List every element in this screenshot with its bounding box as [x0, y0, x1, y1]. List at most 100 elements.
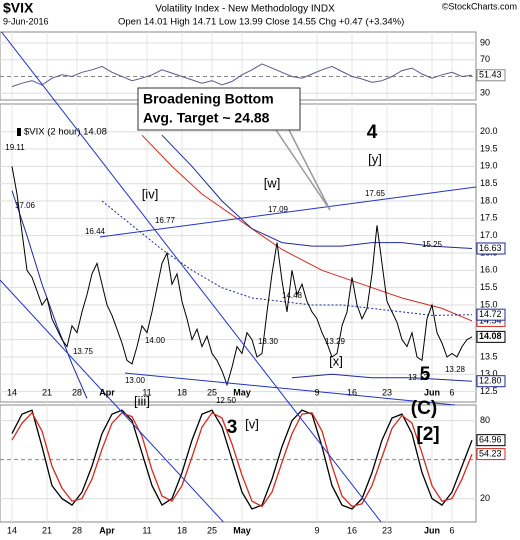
- price-label: 19.11: [5, 143, 25, 152]
- pointer: [287, 127, 331, 211]
- price-label: 16.44: [85, 227, 106, 236]
- y-tick-label: 20.0: [480, 126, 498, 136]
- legend-icon: [17, 128, 21, 136]
- x-tick-label: Jun: [424, 387, 440, 397]
- y-tick-label: 13.5: [480, 351, 498, 361]
- x-tick-label: 23: [382, 387, 392, 397]
- value-label: 14.08: [479, 331, 502, 341]
- value-label: 12.80: [479, 376, 502, 386]
- value-label-box: [476, 242, 506, 255]
- price-label: 15.25: [422, 240, 443, 249]
- x-tick-label: 18: [177, 387, 187, 397]
- y-tick-label: 90: [480, 37, 490, 47]
- value-label: 14.72: [479, 309, 502, 319]
- value-label: 64.96: [479, 435, 502, 445]
- price-label: 17.09: [268, 205, 289, 214]
- wave-label: [x]: [329, 353, 343, 368]
- trendlines: [0, 32, 476, 522]
- price-label: 13.00: [125, 376, 146, 385]
- y-tick-label: 18.5: [480, 178, 498, 188]
- line: [11, 63, 473, 88]
- value-label-box: [476, 330, 506, 343]
- y-tick-label: 19.5: [480, 143, 498, 153]
- y-tick-label: 80: [480, 415, 490, 425]
- wave-label: [y]: [368, 151, 382, 166]
- x-tick-label: 14: [7, 525, 17, 535]
- price-label: 17.06: [15, 201, 36, 210]
- price-label: 14.48: [282, 291, 303, 300]
- marks: [11, 63, 473, 510]
- trendline: [0, 32, 382, 522]
- trendline: [124, 372, 456, 406]
- x-tick-label: 6: [449, 525, 454, 535]
- value-label-box: [476, 375, 506, 388]
- line: [11, 409, 473, 510]
- x-tick-label: 18: [177, 525, 187, 535]
- note-line: Avg. Target ~ 24.88: [143, 110, 270, 126]
- x-tick-label: May: [233, 387, 251, 397]
- quote: Open 14.01 High 14.71 Low 13.99 Close 14…: [118, 17, 404, 28]
- x-tick-label: 6: [449, 387, 454, 397]
- value-label: 16.63: [479, 243, 502, 253]
- x-tick-label: 28: [72, 387, 82, 397]
- value-label-box: [476, 308, 506, 321]
- pointer: [275, 129, 331, 211]
- line: [11, 190, 473, 399]
- y-tick-label: 19.0: [480, 161, 498, 171]
- x-tick-label: 16: [347, 525, 357, 535]
- price-label: 13.30: [258, 337, 279, 346]
- x-tick-label: 9: [314, 525, 319, 535]
- x-tick-label: 11: [142, 387, 151, 397]
- symbol: $VIX: [3, 0, 34, 16]
- instrument-name: Volatility Index - New Methodology INDX: [155, 4, 335, 15]
- wave-label: 4: [367, 122, 378, 143]
- y-tick-label: 70: [480, 54, 490, 64]
- grid: [0, 32, 476, 522]
- x-tick-label: Apr: [99, 387, 115, 397]
- y-tick-label: 15.0: [480, 299, 498, 309]
- trendline: [99, 186, 476, 238]
- value-label-box: [476, 69, 506, 82]
- y-tick-label: 17.0: [480, 230, 498, 240]
- x-tick-label: 23: [382, 525, 392, 535]
- wave-label: [iii]: [134, 393, 150, 408]
- price-label: 13.12: [408, 373, 429, 382]
- price-label: 13.28: [445, 365, 466, 374]
- price-label: 13.75: [73, 347, 94, 356]
- x-tick-label: 14: [7, 387, 17, 397]
- x-tick-label: 21: [42, 525, 52, 535]
- line: [11, 411, 473, 508]
- panel-frame: [0, 404, 477, 523]
- note-line: Broadening Bottom: [143, 91, 274, 107]
- y-tick-label: 16.0: [480, 265, 498, 275]
- labels: 14 14 21 21 28 28 Apr Apr 11 11 18 18 25 25 May May 9 9 16…: [5, 37, 506, 535]
- value-label-box: [476, 434, 506, 447]
- x-tick-label: 11: [142, 525, 151, 535]
- line: [161, 134, 473, 249]
- wave-label: 3: [227, 417, 238, 438]
- price-label: 13.29: [325, 337, 346, 346]
- x-tick-label: 16: [347, 387, 357, 397]
- y-tick-label: 30: [480, 88, 490, 98]
- line: [141, 134, 473, 322]
- price-label: 17.65: [365, 189, 386, 198]
- x-tick-label: 21: [42, 387, 52, 397]
- x-tick-label: Apr: [99, 525, 115, 535]
- line: [11, 166, 473, 387]
- wave-label: (C): [411, 398, 437, 419]
- price-label: 16.77: [155, 216, 176, 225]
- y-tick-label: 12.5: [480, 386, 498, 396]
- date: 9-Jun-2016: [3, 16, 49, 26]
- price-label: 12.50: [216, 396, 237, 405]
- note-box: [137, 87, 301, 131]
- line: [101, 200, 473, 316]
- x-tick-label: Jun: [424, 525, 440, 535]
- wave-label: [w]: [264, 175, 281, 190]
- wave-label: 5: [420, 364, 431, 385]
- wave-label: [2]: [416, 424, 439, 445]
- y-tick-label: 20: [480, 493, 490, 503]
- value-label: 54.23: [479, 448, 502, 458]
- y-tick-label: 18.0: [480, 195, 498, 205]
- value-label-box: [476, 448, 506, 461]
